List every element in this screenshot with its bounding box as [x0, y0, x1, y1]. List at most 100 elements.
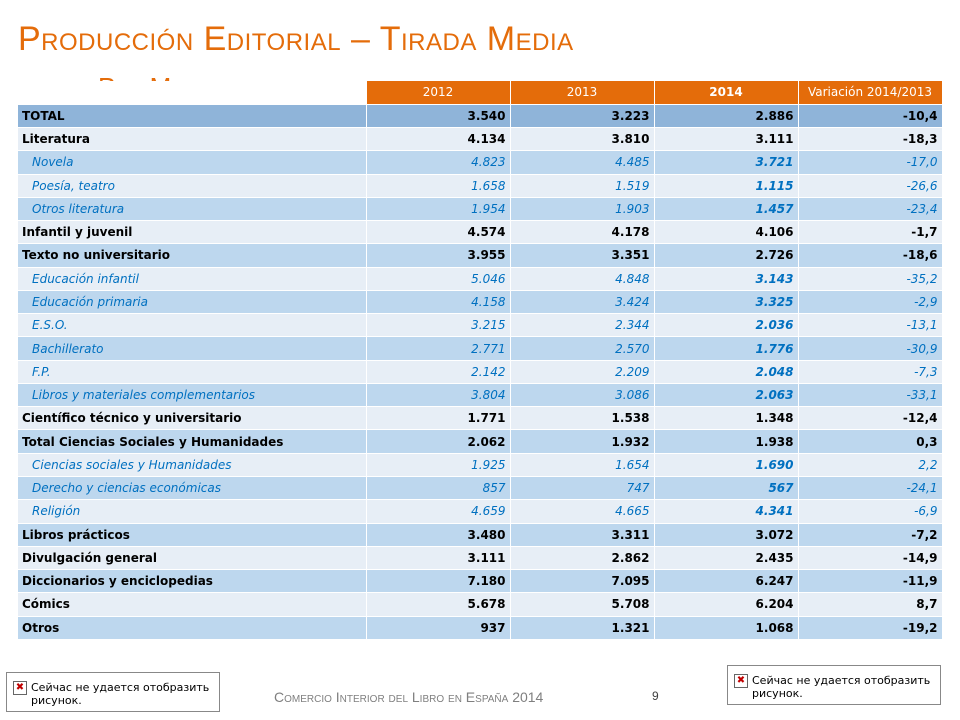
- row-label: Infantil y juvenil: [18, 220, 367, 245]
- table-row: Derecho y ciencias económicas 857 747 567 -2…: [18, 476, 943, 501]
- cell-variation: -19,2: [798, 616, 943, 640]
- cell-2012: 3.480: [366, 523, 511, 547]
- row-label: Otros: [18, 616, 367, 640]
- broken-image-message: Сейчас не удается отобразить рисунок.: [31, 681, 210, 707]
- table-row: Libros y materiales complementarios 3.804…: [18, 383, 943, 408]
- cell-2013: 4.178: [510, 220, 655, 245]
- row-label: Religión: [18, 499, 367, 524]
- cell-2014: 3.325: [654, 290, 799, 315]
- table-row: Bachillerato 2.771 2.570 1.776 -30,9: [18, 336, 943, 361]
- cell-2012: 4.158: [366, 290, 511, 315]
- cell-2013: 1.654: [510, 453, 655, 478]
- row-label: F.P.: [18, 360, 367, 384]
- table-row: Cómics 5.678 5.708 6.204 8,7: [18, 592, 943, 617]
- cell-2012: 3.955: [366, 243, 511, 268]
- table-row: Novela 4.823 4.485 3.721 -17,0: [18, 150, 943, 175]
- cell-2012: 937: [366, 616, 511, 640]
- table-row: Total Ciencias Sociales y Humanidades 2.0…: [18, 429, 943, 454]
- cell-2012: 3.111: [366, 546, 511, 571]
- cell-variation: -17,0: [798, 150, 943, 175]
- cell-2012: 5.046: [366, 267, 511, 291]
- cell-2013: 2.344: [510, 313, 655, 338]
- cell-2014: 3.143: [654, 267, 799, 291]
- cell-variation: -33,1: [798, 383, 943, 408]
- table-header-row: 2012 2013 2014 Variación 2014/2013: [18, 81, 943, 105]
- cell-2014: 6.204: [654, 592, 799, 617]
- cell-2013: 1.321: [510, 616, 655, 640]
- row-label: E.S.O.: [18, 313, 367, 338]
- cell-2013: 747: [510, 476, 655, 501]
- cell-2013: 1.519: [510, 174, 655, 198]
- row-label: Cómics: [18, 592, 367, 617]
- row-label: Texto no universitario: [18, 243, 367, 268]
- cell-2012: 5.678: [366, 592, 511, 617]
- cell-2014: 1.776: [654, 336, 799, 361]
- data-table: 2012 2013 2014 Variación 2014/2013 TOTAL…: [18, 81, 943, 640]
- cell-2014: 1.348: [654, 406, 799, 431]
- table-row: Libros prácticos 3.480 3.311 3.072 -7,2: [18, 523, 943, 547]
- header-blank-cell: [18, 81, 367, 105]
- cell-variation: -35,2: [798, 267, 943, 291]
- cell-2012: 3.540: [366, 104, 511, 129]
- row-label: Divulgación general: [18, 546, 367, 571]
- cell-2014: 2.435: [654, 546, 799, 571]
- cell-2012: 4.823: [366, 150, 511, 175]
- broken-image-icon: ✖: [734, 674, 748, 688]
- row-label: Novela: [18, 150, 367, 175]
- cell-variation: -11,9: [798, 569, 943, 594]
- cell-variation: 8,7: [798, 592, 943, 617]
- cell-2012: 4.574: [366, 220, 511, 245]
- cell-2013: 5.708: [510, 592, 655, 617]
- table-row: Científico técnico y universitario 1.771 1…: [18, 406, 943, 431]
- table-row: Educación primaria 4.158 3.424 3.325 -2,9: [18, 290, 943, 315]
- cell-2012: 2.771: [366, 336, 511, 361]
- cell-2013: 3.223: [510, 104, 655, 129]
- cell-variation: -2,9: [798, 290, 943, 315]
- cell-2013: 3.351: [510, 243, 655, 268]
- cell-2013: 4.665: [510, 499, 655, 524]
- cell-2014: 4.341: [654, 499, 799, 524]
- cell-2012: 4.659: [366, 499, 511, 524]
- cell-2014: 1.457: [654, 197, 799, 222]
- cell-2012: 1.771: [366, 406, 511, 431]
- cell-2012: 4.134: [366, 127, 511, 152]
- cell-2014: 1.938: [654, 429, 799, 454]
- cell-variation: -23,4: [798, 197, 943, 222]
- page-number: 9: [652, 689, 659, 703]
- row-label: Educación primaria: [18, 290, 367, 315]
- row-label: Derecho y ciencias económicas: [18, 476, 367, 501]
- header-2013: 2013: [510, 81, 655, 105]
- cell-2013: 1.903: [510, 197, 655, 222]
- row-label: Ciencias sociales y Humanidades: [18, 453, 367, 478]
- broken-image-placeholder-right: ✖ Сейчас не удается отобразить рисунок.: [727, 665, 941, 705]
- row-label: Libros prácticos: [18, 523, 367, 547]
- table-row: Otros literatura 1.954 1.903 1.457 -23,4: [18, 197, 943, 222]
- table-row: F.P. 2.142 2.209 2.048 -7,3: [18, 360, 943, 384]
- footer: Comercio Interior del Libro en España 20…: [0, 687, 960, 707]
- cell-2014: 2.036: [654, 313, 799, 338]
- table-row: Otros 937 1.321 1.068 -19,2: [18, 616, 943, 640]
- table-row: Poesía, teatro 1.658 1.519 1.115 -26,6: [18, 174, 943, 198]
- cell-variation: 0,3: [798, 429, 943, 454]
- broken-image-message: Сейчас не удается отобразить рисунок.: [752, 674, 931, 700]
- row-label: Diccionarios y enciclopedias: [18, 569, 367, 594]
- cell-2012: 2.142: [366, 360, 511, 384]
- broken-image-icon: ✖: [13, 681, 27, 695]
- cell-2014: 2.048: [654, 360, 799, 384]
- cell-2013: 2.862: [510, 546, 655, 571]
- cell-variation: -13,1: [798, 313, 943, 338]
- cell-2012: 3.804: [366, 383, 511, 408]
- cell-2014: 3.721: [654, 150, 799, 175]
- header-variation: Variación 2014/2013: [798, 81, 943, 105]
- cell-2013: 2.570: [510, 336, 655, 361]
- cell-2012: 7.180: [366, 569, 511, 594]
- cell-2012: 1.658: [366, 174, 511, 198]
- row-label: Total Ciencias Sociales y Humanidades: [18, 429, 367, 454]
- table-row: E.S.O. 3.215 2.344 2.036 -13,1: [18, 313, 943, 338]
- cell-2013: 2.209: [510, 360, 655, 384]
- cell-2013: 4.848: [510, 267, 655, 291]
- cell-2013: 3.424: [510, 290, 655, 315]
- cell-2014: 2.726: [654, 243, 799, 268]
- cell-2014: 567: [654, 476, 799, 501]
- cell-variation: -18,3: [798, 127, 943, 152]
